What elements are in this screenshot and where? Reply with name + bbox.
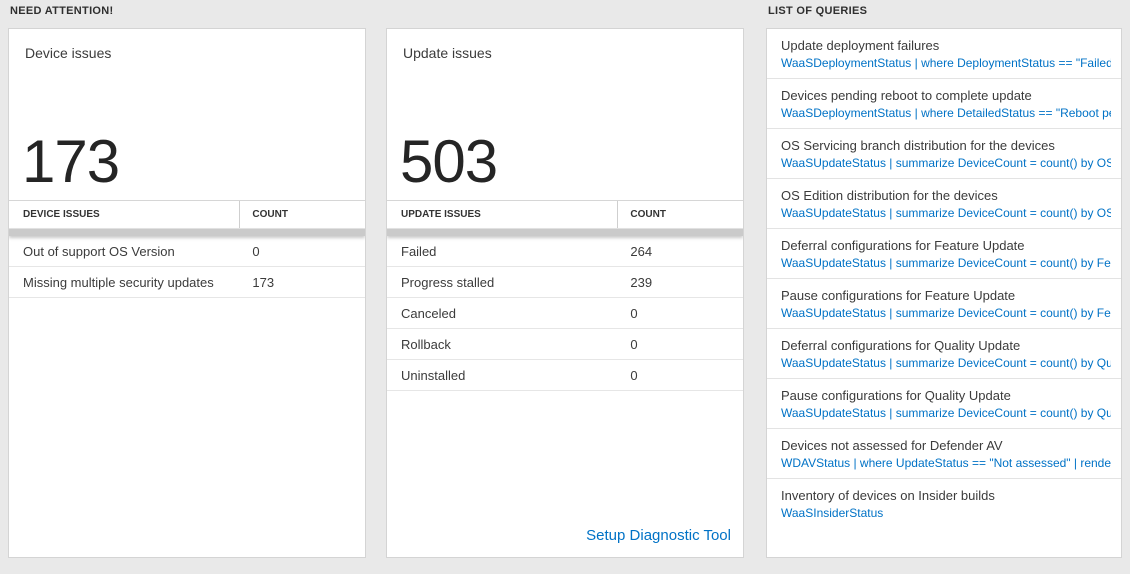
row-count: 239 bbox=[630, 274, 653, 290]
query-list-item[interactable]: Update deployment failures WaaSDeploymen… bbox=[767, 29, 1121, 79]
update-issues-table-header: UPDATE ISSUES COUNT bbox=[387, 201, 743, 229]
update-issues-title: Update issues bbox=[403, 45, 492, 61]
device-issues-tile[interactable]: Device issues 173 bbox=[9, 29, 365, 201]
query-title: OS Edition distribution for the devices bbox=[781, 188, 998, 203]
need-attention-section-label: NEED ATTENTION! bbox=[10, 5, 114, 17]
row-label: Canceled bbox=[401, 305, 456, 321]
query-text: WaaSUpdateStatus | summarize DeviceCount… bbox=[781, 406, 1111, 420]
row-count: 0 bbox=[630, 367, 638, 383]
query-text: WaaSDeploymentStatus | where DeploymentS… bbox=[781, 56, 1111, 70]
row-label: Failed bbox=[401, 243, 437, 259]
query-list-item[interactable]: Inventory of devices on Insider builds W… bbox=[767, 479, 1121, 528]
query-text: WaaSUpdateStatus | summarize DeviceCount… bbox=[781, 356, 1111, 370]
row-label: Progress stalled bbox=[401, 274, 495, 290]
query-text: WaaSUpdateStatus | summarize DeviceCount… bbox=[781, 306, 1111, 320]
update-issues-tile[interactable]: Update issues 503 bbox=[387, 29, 743, 201]
query-list-item[interactable]: Pause configurations for Feature Update … bbox=[767, 279, 1121, 329]
update-issues-count: 503 bbox=[400, 128, 498, 195]
device-issues-title: Device issues bbox=[25, 45, 112, 61]
table-row[interactable]: Out of support OS Version 0 bbox=[9, 236, 365, 267]
update-issues-card: Update issues 503 UPDATE ISSUES COUNT Fa… bbox=[386, 28, 744, 558]
horizontal-scrollbar[interactable] bbox=[387, 229, 743, 236]
query-title: Pause configurations for Feature Update bbox=[781, 288, 1016, 303]
query-title: OS Servicing branch distribution for the… bbox=[781, 138, 1055, 153]
query-list-item[interactable]: Devices pending reboot to complete updat… bbox=[767, 79, 1121, 129]
horizontal-scrollbar[interactable] bbox=[9, 229, 365, 236]
device-issues-count: 173 bbox=[22, 128, 120, 195]
table-row[interactable]: Failed 264 bbox=[387, 236, 743, 267]
query-title: Update deployment failures bbox=[781, 38, 940, 53]
query-title: Deferral configurations for Quality Upda… bbox=[781, 338, 1021, 353]
row-label: Missing multiple security updates bbox=[23, 274, 214, 290]
query-list-item[interactable]: Pause configurations for Quality Update … bbox=[767, 379, 1121, 429]
table-row[interactable]: Missing multiple security updates 173 bbox=[9, 267, 365, 298]
query-text: WaaSInsiderStatus bbox=[781, 506, 884, 520]
table-row[interactable]: Canceled 0 bbox=[387, 298, 743, 329]
update-issues-table-body: Failed 264 Progress stalled 239 Canceled… bbox=[387, 236, 743, 391]
query-text: WDAVStatus | where UpdateStatus == "Not … bbox=[781, 456, 1111, 470]
query-title: Devices not assessed for Defender AV bbox=[781, 438, 1003, 453]
setup-diagnostic-tool-link[interactable]: Setup Diagnostic Tool bbox=[586, 527, 731, 544]
row-label: Rollback bbox=[401, 336, 451, 352]
query-list-item[interactable]: OS Servicing branch distribution for the… bbox=[767, 129, 1121, 179]
row-count: 0 bbox=[630, 336, 638, 352]
query-list-item[interactable]: Devices not assessed for Defender AV WDA… bbox=[767, 429, 1121, 479]
device-issues-card: Device issues 173 DEVICE ISSUES COUNT Ou… bbox=[8, 28, 366, 558]
row-count: 173 bbox=[252, 274, 275, 290]
row-label: Out of support OS Version bbox=[23, 243, 175, 259]
query-title: Pause configurations for Quality Update bbox=[781, 388, 1011, 403]
query-list-item[interactable]: Deferral configurations for Quality Upda… bbox=[767, 329, 1121, 379]
query-title: Devices pending reboot to complete updat… bbox=[781, 88, 1032, 103]
list-of-queries-section-label: LIST OF QUERIES bbox=[768, 5, 868, 17]
query-list-item[interactable]: OS Edition distribution for the devices … bbox=[767, 179, 1121, 229]
row-count: 0 bbox=[252, 243, 260, 259]
row-count: 0 bbox=[630, 305, 638, 321]
query-text: WaaSDeploymentStatus | where DetailedSta… bbox=[781, 106, 1111, 120]
device-issues-header-count: COUNT bbox=[252, 209, 288, 220]
query-text: WaaSUpdateStatus | summarize DeviceCount… bbox=[781, 156, 1111, 170]
query-text: WaaSUpdateStatus | summarize DeviceCount… bbox=[781, 256, 1111, 270]
table-row[interactable]: Uninstalled 0 bbox=[387, 360, 743, 391]
query-title: Deferral configurations for Feature Upda… bbox=[781, 238, 1025, 253]
query-list-item[interactable]: Deferral configurations for Feature Upda… bbox=[767, 229, 1121, 279]
query-title: Inventory of devices on Insider builds bbox=[781, 488, 995, 503]
table-row[interactable]: Rollback 0 bbox=[387, 329, 743, 360]
table-row[interactable]: Progress stalled 239 bbox=[387, 267, 743, 298]
update-issues-header-name: UPDATE ISSUES bbox=[387, 201, 619, 228]
row-count: 264 bbox=[630, 243, 653, 259]
update-issues-header-count: COUNT bbox=[630, 209, 666, 220]
list-of-queries-card: Update deployment failures WaaSDeploymen… bbox=[766, 28, 1122, 558]
row-label: Uninstalled bbox=[401, 367, 466, 383]
device-issues-table-header: DEVICE ISSUES COUNT bbox=[9, 201, 365, 229]
query-text: WaaSUpdateStatus | summarize DeviceCount… bbox=[781, 206, 1111, 220]
device-issues-header-name: DEVICE ISSUES bbox=[9, 201, 241, 228]
device-issues-table-body: Out of support OS Version 0 Missing mult… bbox=[9, 236, 365, 298]
